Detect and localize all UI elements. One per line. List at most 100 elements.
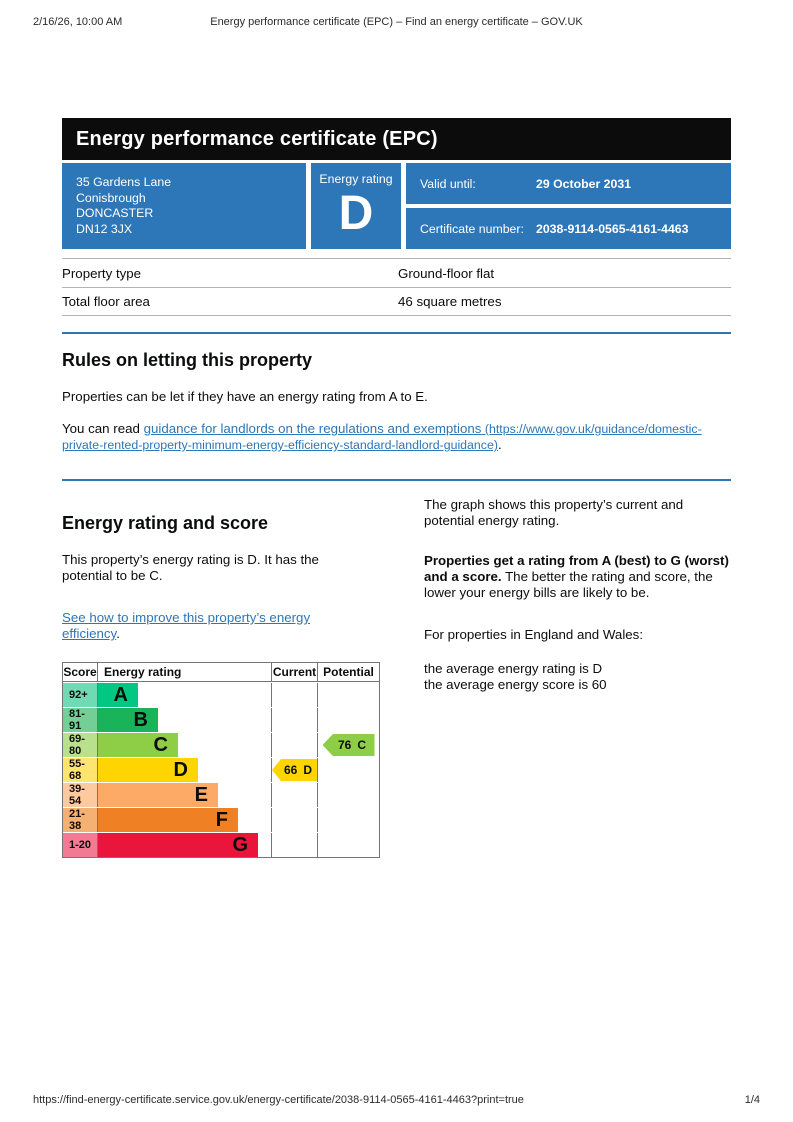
potential-column-cell xyxy=(317,683,379,707)
current-column-cell xyxy=(271,833,317,857)
band-score-range: 39-54 xyxy=(63,783,98,807)
epc-band-row-g: 1-20 G xyxy=(63,833,379,857)
letting-rules-paragraph: Properties can be let if they have an en… xyxy=(62,389,428,404)
chart-header-energy-rating: Energy rating xyxy=(104,665,182,679)
section-divider xyxy=(62,332,731,334)
potential-rating-score: 76 xyxy=(337,738,352,752)
epc-band-row-e: 39-54 E xyxy=(63,783,379,807)
fact-label: Property type xyxy=(62,265,142,281)
rating-section-heading: Energy rating and score xyxy=(62,513,269,533)
potential-column-cell xyxy=(317,758,379,782)
current-column-cell: 66 D xyxy=(271,758,317,782)
valid-until-row: Valid until: 29 October 2031 xyxy=(406,163,731,204)
energy-rating-value: D xyxy=(338,187,374,240)
potential-column-cell xyxy=(317,808,379,832)
fact-label: Total floor area xyxy=(62,294,150,309)
band-bar-cell: C xyxy=(98,733,271,757)
band-bar-c: C xyxy=(98,733,178,757)
current-column-cell xyxy=(271,733,317,757)
improve-efficiency-link[interactable]: See how to improve this property’s energ… xyxy=(62,610,311,641)
landlord-guidance-paragraph: You can read guidance for landlords on t… xyxy=(62,421,731,453)
average-rating-lines: the average energy rating is D the avera… xyxy=(424,661,607,692)
potential-column-cell xyxy=(317,708,379,732)
epc-band-row-d: 55-68 D 66 D xyxy=(63,758,379,782)
address-line: DN12 3JX xyxy=(76,221,133,236)
current-column-cell xyxy=(271,783,317,807)
improve-efficiency-paragraph: See how to improve this property’s energ… xyxy=(62,610,362,642)
page-title: Energy performance certificate (EPC) xyxy=(76,127,438,150)
chart-header-row: Score Energy rating Current Potential xyxy=(63,663,379,682)
address-line: Conisbrough xyxy=(76,190,146,205)
energy-rating-box: Energy rating D xyxy=(311,163,401,249)
band-bar-cell: A xyxy=(98,683,271,707)
certificate-details: Valid until: 29 October 2031 Certificate… xyxy=(406,163,731,249)
band-bar-cell: D xyxy=(98,758,271,782)
epc-band-rows: 92+ A 81-91 B 69-80 C 76 C 55-68 D 66 D 39-54 E 21-38 F… xyxy=(63,683,379,857)
epc-banner: Energy performance certificate (EPC) xyxy=(62,118,731,160)
landlord-guidance-link-text: guidance for landlords on the regulation… xyxy=(143,421,482,436)
guidance-text-prefix: You can read xyxy=(62,421,144,436)
band-bar-b: B xyxy=(98,708,158,732)
chart-header-current: Current xyxy=(271,663,317,681)
band-bar-e: E xyxy=(98,783,218,807)
band-bar-cell: F xyxy=(98,808,271,832)
rating-explainer-bold: Properties get a rating from A (best) to… xyxy=(424,553,729,584)
property-facts-table: Property type Ground-floor flat Total floo… xyxy=(62,258,731,316)
band-score-range: 92+ xyxy=(63,683,98,707)
valid-until-value: 29 October 2031 xyxy=(536,176,632,191)
epc-band-row-a: 92+ A xyxy=(63,683,379,707)
rating-summary-paragraph: This property’s energy rating is D. It h… xyxy=(62,552,319,583)
band-bar-cell: B xyxy=(98,708,271,732)
chart-header-potential: Potential xyxy=(317,663,379,681)
rating-section-left-column: Energy rating and score This property’s … xyxy=(62,497,382,858)
address-line: 35 Gardens Lane xyxy=(76,175,172,189)
potential-column-cell xyxy=(317,833,379,857)
rating-section: Energy rating and score This property’s … xyxy=(62,497,731,858)
rating-section-right-column: The graph shows this property’s current … xyxy=(424,497,729,858)
band-bar-cell: G xyxy=(98,833,271,857)
print-date: 2/16/26, 10:00 AM xyxy=(33,16,123,28)
england-wales-paragraph: For properties in England and Wales: xyxy=(424,627,644,642)
current-rating-score: 66 xyxy=(283,763,298,777)
guidance-text-suffix: . xyxy=(497,437,502,452)
print-page-indicator: 1/4 xyxy=(744,1094,760,1106)
band-score-range: 1-20 xyxy=(63,833,98,857)
section-divider xyxy=(62,479,731,481)
rating-explainer-paragraph: Properties get a rating from A (best) to… xyxy=(424,553,729,601)
fact-row: Property type Ground-floor flat xyxy=(62,258,731,287)
potential-column-cell: 76 C xyxy=(317,733,379,757)
print-footer-url: https://find-energy-certificate.service.… xyxy=(33,1094,524,1106)
print-document-title: Energy performance certificate (EPC) – F… xyxy=(210,16,583,28)
landlord-guidance-link-url: (https://www.gov.uk/guidance/domestic- p… xyxy=(62,422,702,452)
energy-rating-chart: Score Energy rating Current Potential 92… xyxy=(62,662,380,858)
current-rating-band: D xyxy=(303,763,313,777)
chart-header-score: Score xyxy=(63,663,98,681)
certificate-summary: 35 Gardens Lane Conisbrough DONCASTER DN12 … xyxy=(62,163,731,249)
rating-explainer-rest: The better the rating and score, the low… xyxy=(424,569,713,600)
address-line: DONCASTER xyxy=(76,206,154,220)
epc-band-row-f: 21-38 F xyxy=(63,808,379,832)
epc-band-row-c: 69-80 C 76 C xyxy=(63,733,379,757)
certificate-content: Energy performance certificate (EPC) 35 … xyxy=(62,0,731,858)
improve-link-suffix: . xyxy=(116,626,120,641)
current-column-cell xyxy=(271,808,317,832)
fact-row: Total floor area 46 square metres xyxy=(62,287,731,316)
potential-column-cell xyxy=(317,783,379,807)
band-score-range: 81-91 xyxy=(63,708,98,732)
landlord-guidance-link[interactable]: guidance for landlords on the regulation… xyxy=(62,421,702,452)
potential-rating-band: C xyxy=(357,738,367,752)
property-address-box: 35 Gardens Lane Conisbrough DONCASTER DN12 … xyxy=(62,163,306,249)
certificate-number-row: Certificate number: 2038-9114-0565-4161-… xyxy=(406,208,731,249)
graph-description-paragraph: The graph shows this property’s current … xyxy=(424,497,684,528)
band-bar-f: F xyxy=(98,808,238,832)
band-score-range: 69-80 xyxy=(63,733,98,757)
fact-value: Ground-floor flat xyxy=(398,265,495,281)
band-bar-cell: E xyxy=(98,783,271,807)
valid-until-label: Valid until: xyxy=(420,176,476,191)
certificate-number-value: 2038-9114-0565-4161-4463 xyxy=(536,221,689,236)
band-bar-g: G xyxy=(98,833,258,857)
current-column-cell xyxy=(271,708,317,732)
band-score-range: 21-38 xyxy=(63,808,98,832)
potential-rating-arrow: 76 C xyxy=(322,734,375,756)
